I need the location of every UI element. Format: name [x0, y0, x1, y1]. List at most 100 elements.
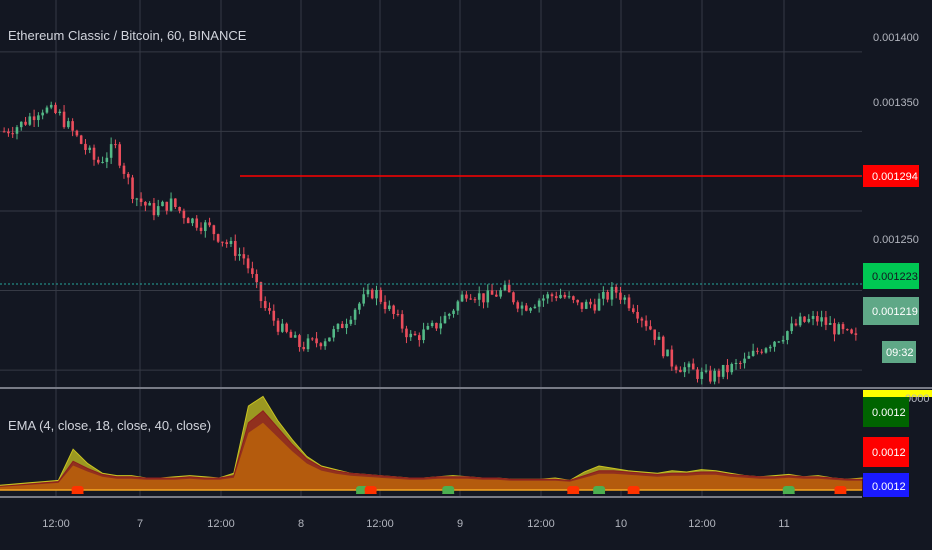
candle	[379, 287, 383, 305]
candle	[255, 269, 258, 289]
price-tick: 0.001400	[873, 32, 919, 44]
candle	[661, 335, 665, 359]
candle	[105, 152, 109, 169]
candle	[54, 102, 57, 115]
time-tick: 12:00	[527, 518, 555, 530]
candle	[649, 320, 652, 331]
candle	[174, 198, 177, 210]
candle	[311, 337, 314, 341]
candle	[606, 289, 609, 303]
candle	[156, 199, 160, 217]
candle	[11, 126, 14, 138]
candle	[246, 254, 250, 274]
candle	[700, 367, 704, 385]
candle	[409, 330, 413, 341]
candle	[319, 342, 323, 350]
candle	[84, 139, 87, 155]
candle	[97, 156, 100, 165]
candle	[24, 116, 27, 126]
candle	[298, 333, 301, 352]
candle	[632, 304, 635, 314]
time-tick: 12:00	[688, 518, 716, 530]
candle	[353, 308, 357, 326]
candle	[512, 291, 515, 305]
ema-axis[interactable]: 0.0012 0.0012 0.0012	[863, 397, 909, 497]
candle	[238, 247, 241, 261]
candle	[657, 332, 661, 340]
candle	[182, 208, 186, 224]
price-pane[interactable]: Ethereum Classic / Bitcoin, 60, BINANCE	[0, 28, 862, 385]
candle	[126, 172, 130, 185]
candle	[242, 247, 246, 265]
candle	[542, 294, 545, 307]
candle	[88, 145, 92, 154]
candle	[71, 118, 74, 137]
candle	[75, 129, 79, 138]
candle	[58, 109, 62, 116]
candle	[281, 318, 284, 333]
candle	[794, 318, 798, 327]
candle	[216, 233, 220, 244]
svg-text:0.001223: 0.001223	[872, 271, 918, 283]
candle	[743, 352, 746, 369]
candle	[546, 291, 549, 304]
candle	[768, 344, 772, 352]
candle	[674, 364, 678, 374]
candle	[807, 314, 811, 324]
candle	[482, 293, 485, 309]
candle	[691, 358, 695, 370]
candle	[447, 312, 451, 320]
svg-text:0.001219: 0.001219	[872, 306, 918, 318]
candle	[225, 239, 228, 248]
time-axis[interactable]: 12:00 7 12:00 8 12:00 9 12:00 10 12:00 11	[42, 518, 789, 530]
candle	[362, 287, 365, 307]
ema-signal-marker	[71, 486, 84, 494]
candle	[161, 200, 164, 207]
candle	[554, 291, 558, 302]
candle	[490, 283, 494, 295]
candle	[28, 112, 32, 127]
candle	[388, 300, 391, 312]
candle	[204, 219, 207, 238]
candle	[169, 192, 173, 212]
candle	[114, 139, 117, 149]
candle	[233, 234, 237, 261]
candle	[285, 322, 288, 334]
candle	[19, 121, 23, 131]
price-axis[interactable]: 0.001400 0.001350 0.001250 0.001294 0.00…	[863, 32, 919, 363]
price-tag-close: 0.001219	[863, 297, 919, 325]
candle	[92, 144, 96, 166]
price-tick: 0.001350	[873, 97, 919, 109]
candle	[375, 285, 378, 306]
candle	[439, 316, 442, 335]
candle	[623, 294, 627, 305]
candle	[229, 237, 233, 247]
ema-signal-marker	[442, 486, 455, 494]
candle	[465, 291, 468, 302]
candle	[580, 302, 584, 313]
indicator-yellow-bar	[863, 390, 932, 397]
candle	[499, 287, 502, 299]
candle	[833, 318, 836, 342]
candle	[717, 368, 721, 384]
candle	[670, 345, 674, 371]
time-tick: 7	[137, 518, 143, 530]
candle	[148, 201, 151, 206]
ema-pane[interactable]: EMA (4, close, 18, close, 40, close)	[0, 395, 863, 494]
candle	[101, 156, 104, 164]
svg-text:0.0012: 0.0012	[872, 407, 906, 419]
ema-tag-blue: 0.0012	[863, 473, 909, 497]
candle	[790, 316, 793, 334]
candle	[15, 125, 19, 140]
candle	[336, 323, 340, 332]
chart-title: Ethereum Classic / Bitcoin, 60, BINANCE	[8, 28, 247, 43]
candle	[803, 316, 806, 323]
time-tick: 8	[298, 518, 304, 530]
candle	[276, 318, 280, 336]
ema-signal-marker	[834, 486, 847, 494]
candle	[469, 294, 472, 300]
candle	[486, 284, 490, 308]
candle	[644, 315, 648, 331]
candle	[683, 362, 686, 378]
